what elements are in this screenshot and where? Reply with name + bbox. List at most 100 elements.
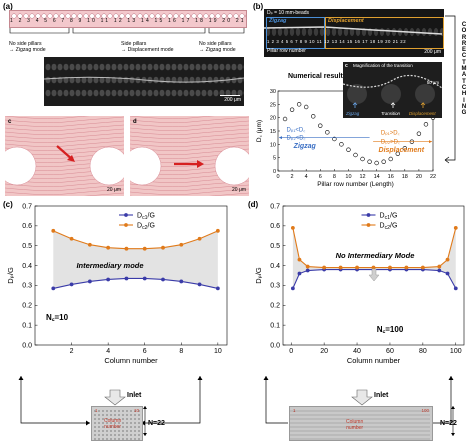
strip-pillar [65,13,71,19]
thumb-pillar [406,426,408,428]
thumb-pillar [350,430,352,432]
chart-c-point [161,277,165,282]
fluo-pillar [147,63,153,71]
thumb-pillar [350,414,352,416]
chart-c-xtick-label: 8 [179,348,183,355]
chart-c-point [161,245,165,250]
thumb-pillar [370,422,372,424]
thumb-pillar [374,430,376,432]
thumb-pillar [312,438,314,440]
thumb-pillar [322,438,324,440]
thumb-pillar [130,438,132,440]
thumb-pillar [304,430,306,432]
thumb-pillar [348,438,350,440]
thumb-pillar [384,438,386,440]
thumb-pillar [412,414,414,416]
thumb-pillar [326,438,328,440]
inset-arrow [420,102,426,108]
thumb-pillar [408,410,410,412]
thumb-pillar [376,410,378,412]
thumb-pillar [290,418,292,420]
thumb-pillar [358,414,360,416]
thumb-pillar [402,430,404,432]
thumb-pillar [360,426,362,428]
fluo-b-pillar [343,28,349,36]
thumb-pillar [98,438,100,440]
chart-c-point [87,242,92,247]
thumb-pillar [296,434,298,436]
chart-b-xtick-label: 12 [359,174,365,180]
chart-d-point [371,265,376,270]
strip-pillar [215,13,221,19]
thumb-pillar [320,434,322,436]
chart-d-point [338,265,343,270]
thumb-pillar [310,438,312,440]
flow-line [130,192,249,196]
fluo-pillar [153,89,159,97]
strip-pillar [155,13,161,19]
thumb-pillar [374,434,376,436]
fluo-pillar [165,76,171,84]
flow-line [130,188,249,195]
fluo-pillar [201,76,207,84]
chart-b-point [388,156,393,162]
fluo-b-pillar [277,28,283,36]
thumb-pillar [350,422,352,424]
panel-b-letter: (b) [253,2,264,11]
thumb-pillar [394,410,396,412]
fluo-pillar [81,63,87,71]
thumb-pillar [360,422,362,424]
thumb-pillar [352,430,354,432]
thumb-pillar [378,422,380,424]
thumb-pillar [360,414,362,416]
thumb-pillar [372,426,374,428]
thumb-pillar [426,418,428,420]
chart-c-xtick-label: 2 [70,348,74,355]
chart-d-point [305,264,310,269]
flow-line [5,116,124,123]
chart-b-ytick-label: 15 [270,129,276,135]
thumb-pillar [408,414,410,416]
thumb-pillar [306,438,308,440]
thumb-pillar [360,438,362,440]
thumb-pillar [390,430,392,432]
chart-c-ytick-label: 0.6 [22,223,32,230]
thumb-pillar [396,426,398,428]
thumb-pillar [400,410,402,412]
fluo-pillar [87,89,93,97]
thumb-pillar [320,430,322,432]
thumb-pillar [406,410,408,412]
thumb-pillar [364,410,366,412]
chart-d-xtick-label: 20 [320,348,328,355]
thumb-pillar [320,426,322,428]
thumb-pillar [312,422,314,424]
inset-displacement: Displacement [409,110,436,116]
chart-b-xtick-label: 6 [319,174,322,180]
thumb-pillar [98,414,100,416]
thumb-pillar [352,434,354,436]
strip-pillar [161,13,167,19]
inset-title: Magnification of the transition [353,63,413,68]
fluo-pillar [51,89,57,97]
thumb-pillar [428,430,430,432]
fluo-pillar [231,89,237,97]
strip-pillar [71,13,77,19]
fluo-b-pillar [307,28,313,36]
chart-d-arrow [368,268,380,282]
thumb-pillar [406,418,408,420]
zigzag-box-label: Zigzag [269,18,287,24]
thumb-pillar [358,438,360,440]
thumb-pillar [378,438,380,440]
fluo-pillar [117,63,123,71]
chart-b-ylabel: D꜀ (μm) [256,120,263,142]
thumb-right-1: 1 [293,408,296,413]
chart-d-xtick-label: 100 [450,348,462,355]
chart-d-point [437,264,442,269]
chart-c-xlabel: Column number [104,356,158,365]
chart-d-xtick-label: 60 [386,348,394,355]
thumb-pillar [392,434,394,436]
chart-b-annotation: Dₚ₂<D꜀ [286,135,305,141]
chart-c-point [51,228,56,233]
thumb-pillar [130,410,132,412]
fluo-pillar [123,63,129,71]
